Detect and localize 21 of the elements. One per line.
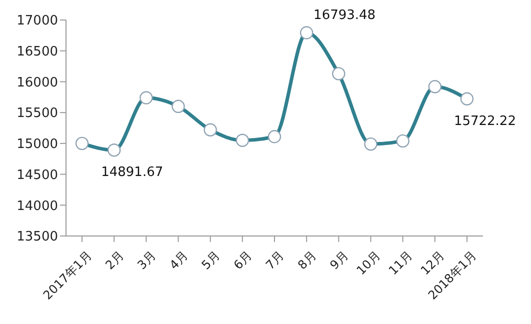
- x-tick-label: 2月: [102, 248, 126, 272]
- x-tick-label: 5月: [198, 248, 223, 272]
- x-tick-label: 3月: [134, 248, 159, 272]
- y-tick-label: 13500: [16, 230, 58, 245]
- data-label: 15722.22: [454, 114, 516, 129]
- data-label: 16793.48: [314, 8, 376, 23]
- y-tick-label: 14000: [16, 198, 58, 214]
- x-tick-label: 9月: [327, 248, 351, 272]
- x-tick-label: 8月: [295, 248, 319, 272]
- y-tick-label: 17000: [16, 14, 58, 29]
- y-tick-label: 16500: [16, 44, 58, 60]
- x-tick-label: 7月: [263, 248, 287, 272]
- y-tick-label: 14500: [16, 168, 58, 183]
- data-label: 14891.67: [101, 165, 164, 180]
- y-tick-label: 15000: [16, 137, 58, 152]
- x-tick-label: 11月: [386, 248, 416, 278]
- y-tick-label: 15500: [16, 106, 58, 122]
- x-tick-label: 10月: [354, 248, 384, 278]
- x-tick-label: 4月: [166, 248, 191, 272]
- y-tick-label: 16000: [16, 75, 58, 90]
- x-tick-label: 6月: [230, 248, 255, 272]
